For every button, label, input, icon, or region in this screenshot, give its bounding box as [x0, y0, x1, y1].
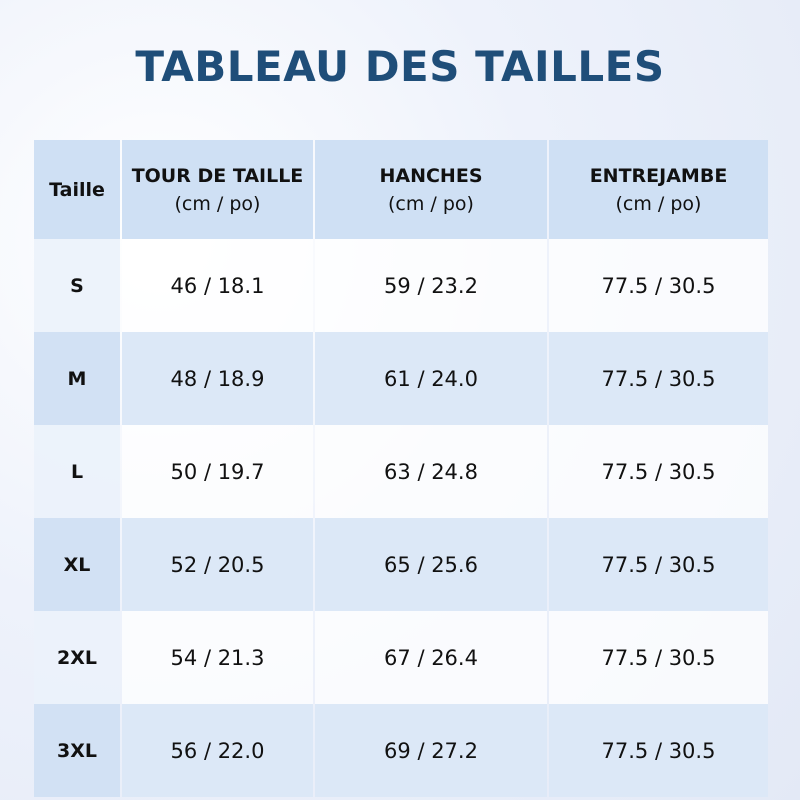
measure-cell: 77.5 / 30.5 — [549, 425, 768, 518]
measure-cell: 46 / 18.1 — [122, 239, 313, 332]
measure-cell: 59 / 23.2 — [315, 239, 547, 332]
header-cell: TOUR DE TAILLE (cm / po) — [122, 140, 313, 239]
header-cell: HANCHES (cm / po) — [315, 140, 547, 239]
size-cell: 3XL — [34, 704, 120, 797]
header-cell: ENTREJAMBE (cm / po) — [549, 140, 768, 239]
size-cell: S — [34, 239, 120, 332]
header-label: TOUR DE TAILLE — [131, 164, 304, 187]
measure-cell: 77.5 / 30.5 — [549, 332, 768, 425]
table-row: M 48 / 18.9 61 / 24.0 77.5 / 30.5 — [34, 332, 768, 425]
measure-cell: 67 / 26.4 — [315, 611, 547, 704]
table-row: 2XL 54 / 21.3 67 / 26.4 77.5 / 30.5 — [34, 611, 768, 704]
table-row: L 50 / 19.7 63 / 24.8 77.5 / 30.5 — [34, 425, 768, 518]
measure-cell: 65 / 25.6 — [315, 518, 547, 611]
measure-cell: 77.5 / 30.5 — [549, 239, 768, 332]
measure-cell: 69 / 27.2 — [315, 704, 547, 797]
measure-cell: 54 / 21.3 — [122, 611, 313, 704]
header-cell: Taille — [34, 140, 120, 239]
table-row: XL 52 / 20.5 65 / 25.6 77.5 / 30.5 — [34, 518, 768, 611]
header-label: HANCHES — [379, 164, 483, 187]
table-body: S 46 / 18.1 59 / 23.2 77.5 / 30.5 M 48 / 18.9… — [34, 239, 768, 797]
measure-cell: 56 / 22.0 — [122, 704, 313, 797]
measure-cell: 61 / 24.0 — [315, 332, 547, 425]
size-cell: L — [34, 425, 120, 518]
header-label: ENTREJAMBE — [589, 164, 728, 187]
measure-cell: 77.5 / 30.5 — [549, 611, 768, 704]
measure-cell: 48 / 18.9 — [122, 332, 313, 425]
header-label: Taille — [49, 178, 105, 201]
measure-cell: 77.5 / 30.5 — [549, 518, 768, 611]
measure-cell: 52 / 20.5 — [122, 518, 313, 611]
header-unit: (cm / po) — [388, 192, 474, 215]
measure-cell: 50 / 19.7 — [122, 425, 313, 518]
header-unit: (cm / po) — [174, 192, 261, 215]
size-cell: 2XL — [34, 611, 120, 704]
title: TABLEAU DES TAILLES — [135, 42, 665, 91]
measure-cell: 77.5 / 30.5 — [549, 704, 768, 797]
table-row: 3XL 56 / 22.0 69 / 27.2 77.5 / 30.5 — [34, 704, 768, 797]
table-row: S 46 / 18.1 59 / 23.2 77.5 / 30.5 — [34, 239, 768, 332]
header-row: Taille TOUR DE TAILLE (cm / po) HANCHES (cm … — [34, 140, 768, 239]
measure-cell: 63 / 24.8 — [315, 425, 547, 518]
size-cell: XL — [34, 518, 120, 611]
header-unit: (cm / po) — [615, 192, 702, 215]
size-table: Taille TOUR DE TAILLE (cm / po) HANCHES (cm … — [32, 140, 770, 797]
size-cell: M — [34, 332, 120, 425]
